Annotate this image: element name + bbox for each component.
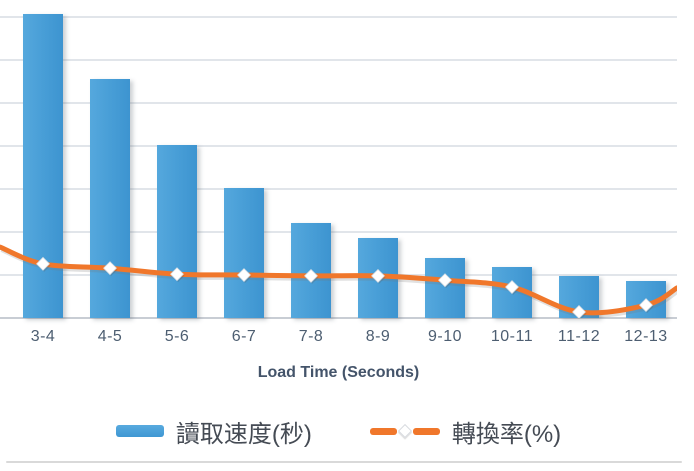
bar-7-8 bbox=[291, 223, 331, 318]
bar-8-9 bbox=[358, 238, 398, 318]
gridline bbox=[0, 102, 677, 104]
bar-5-6 bbox=[157, 145, 197, 318]
line-series-swatch-icon bbox=[369, 423, 440, 439]
x-tick-label: 6-7 bbox=[231, 328, 257, 345]
x-axis-line bbox=[0, 317, 677, 319]
gridline bbox=[0, 145, 677, 147]
x-tick-label: 10-11 bbox=[490, 328, 534, 345]
legend-label-line: 轉換率(%) bbox=[451, 420, 562, 448]
x-axis-title: Load Time (Seconds) bbox=[257, 364, 420, 381]
bar-4-5 bbox=[90, 79, 130, 318]
gridline bbox=[0, 16, 677, 18]
x-axis-tick-labels: 3-4 4-5 5-6 6-7 7-8 8-9 9-10 10-11 11-12 12-13 bbox=[0, 328, 677, 350]
legend: 讀取速度(秒) 轉換率(%) bbox=[0, 413, 677, 449]
legend-dash-icon bbox=[412, 427, 440, 435]
bar-10-11 bbox=[492, 266, 532, 318]
legend-item-bar-series: 讀取速度(秒) bbox=[115, 414, 312, 449]
x-tick-label: 11-12 bbox=[557, 328, 601, 345]
bottom-divider-rule bbox=[6, 461, 682, 463]
x-tick-label: 7-8 bbox=[298, 328, 324, 345]
x-tick-label: 4-5 bbox=[97, 328, 123, 345]
x-tick-label: 3-4 bbox=[30, 328, 56, 345]
x-tick-label: 12-13 bbox=[624, 328, 668, 345]
gridline bbox=[0, 231, 677, 233]
legend-label-bar: 讀取速度(秒) bbox=[175, 420, 312, 448]
legend-diamond-marker-icon bbox=[397, 423, 412, 439]
bar-6-7 bbox=[224, 188, 264, 318]
bar-11-12 bbox=[559, 275, 599, 318]
legend-item-line-series: 轉換率(%) bbox=[369, 414, 562, 449]
x-tick-label: 5-6 bbox=[164, 328, 190, 345]
gridline bbox=[0, 188, 677, 190]
bar-12-13 bbox=[626, 281, 666, 318]
bar-series-swatch-icon bbox=[115, 425, 164, 437]
x-tick-label: 9-10 bbox=[427, 328, 463, 345]
bar-3-4 bbox=[23, 14, 63, 318]
x-tick-label: 8-9 bbox=[365, 328, 391, 345]
legend-dash-icon bbox=[369, 427, 397, 435]
bar-9-10 bbox=[425, 257, 465, 318]
plot-area bbox=[0, 14, 677, 319]
gridline bbox=[0, 59, 677, 61]
